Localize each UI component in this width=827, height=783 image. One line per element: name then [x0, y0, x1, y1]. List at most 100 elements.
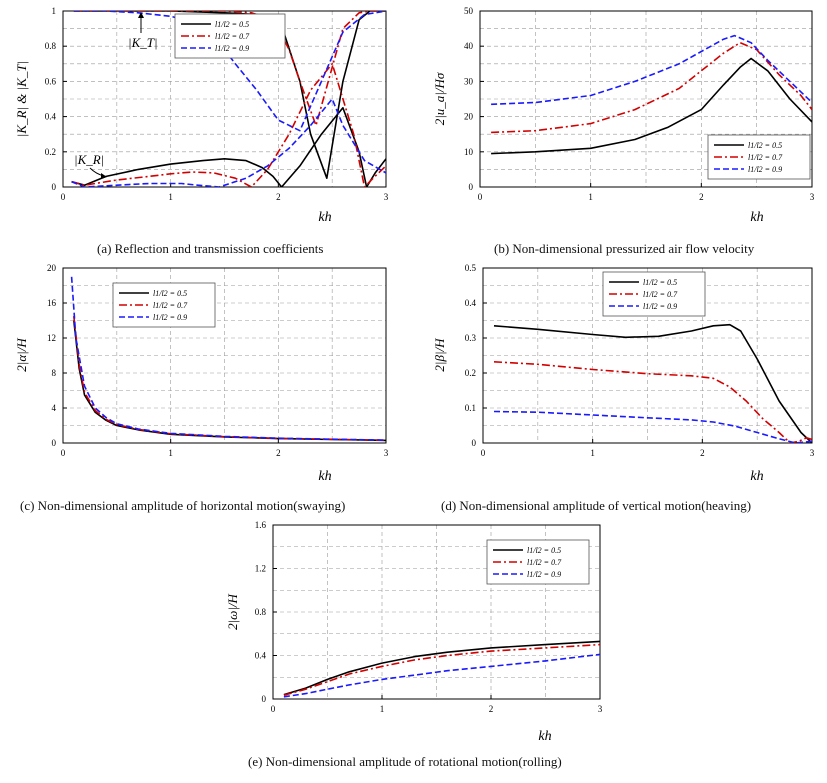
- y-tick-label: 16: [47, 298, 57, 308]
- x-tick-label: 1: [168, 448, 173, 458]
- series-line-a-5: [73, 11, 386, 132]
- x-tick-label: 0: [61, 448, 66, 458]
- y-axis-label-d: 2|β|/H: [432, 338, 447, 372]
- series-line-d-1: [493, 361, 812, 443]
- plot-frame-b: [479, 10, 813, 188]
- y-tick-label: 0: [52, 182, 57, 192]
- series-line-a-0: [71, 107, 386, 187]
- series-line-a-2: [71, 62, 386, 187]
- legend-label-b-1: l1/l2 = 0.7: [748, 153, 783, 162]
- series-line-b-0: [491, 57, 812, 155]
- x-tick-label: 0: [478, 192, 483, 202]
- y-tick-label: 0.4: [465, 298, 477, 308]
- legend-label-d-1: l1/l2 = 0.7: [643, 290, 678, 299]
- x-tick-label: 1: [168, 192, 173, 202]
- y-tick-label: 0.2: [465, 368, 476, 378]
- chart-e: 0 1 2 3 0 0.4 0.8 1.2 1.6 kh 2|ω|/H l1/l2 = 0.5 l1/l…: [225, 520, 603, 744]
- y-axis-label-b: 2|u_a|/Hσ: [432, 72, 447, 125]
- y-tick-label: 20: [47, 263, 57, 273]
- legend-label-a-0: l1/l2 = 0.5: [215, 20, 249, 29]
- y-tick-label: 20: [464, 112, 474, 122]
- series-line-b-2: [491, 34, 812, 106]
- x-tick-label: 1: [380, 704, 385, 714]
- y-tick-label: 0.1: [465, 403, 476, 413]
- legend-label-b-2: l1/l2 = 0.9: [748, 165, 782, 174]
- series-line-a-4: [71, 98, 386, 187]
- annotation-kt-arrowhead: [138, 12, 144, 18]
- legend-label-e-2: l1/l2 = 0.9: [527, 570, 561, 579]
- y-tick-label: 0.6: [45, 76, 57, 86]
- x-tick-label: 1: [588, 192, 593, 202]
- y-tick-label: 0: [469, 182, 474, 192]
- caption-b: (b) Non-dimensional pressurized air flow…: [494, 241, 755, 256]
- x-tick-label: 3: [384, 448, 389, 458]
- caption-e: (e) Non-dimensional amplitude of rotatio…: [248, 754, 562, 769]
- legend-label-d-2: l1/l2 = 0.9: [643, 302, 677, 311]
- series-line-e-1: [283, 643, 600, 696]
- x-tick-label: 0: [271, 704, 276, 714]
- legend-label-a-2: l1/l2 = 0.9: [215, 44, 249, 53]
- y-tick-label: 0.4: [45, 112, 57, 122]
- x-tick-label: 2: [276, 192, 281, 202]
- x-tick-label: 2: [699, 192, 704, 202]
- plot-frame-d: [482, 267, 813, 444]
- x-axis-label-e: kh: [538, 729, 551, 744]
- annotation-kt: |K_T|: [128, 35, 158, 50]
- series-line-c-2: [70, 276, 386, 441]
- x-tick-label: 1: [590, 448, 595, 458]
- series-line-e-0: [283, 640, 600, 696]
- x-tick-label: 0: [61, 192, 66, 202]
- legend-label-e-0: l1/l2 = 0.5: [527, 546, 561, 555]
- y-tick-label: 40: [464, 41, 474, 51]
- y-tick-label: 0.5: [465, 263, 477, 273]
- x-tick-label: 0: [481, 448, 486, 458]
- legend-label-e-1: l1/l2 = 0.7: [527, 558, 562, 567]
- legend-label-b-0: l1/l2 = 0.5: [748, 141, 782, 150]
- y-tick-label: 30: [464, 76, 474, 86]
- annotation-kr-arrowhead: [101, 173, 107, 179]
- annotation-kr: |K_R|: [74, 152, 104, 167]
- legend-label-c-0: l1/l2 = 0.5: [153, 289, 187, 298]
- y-tick-label: 1.6: [255, 520, 267, 530]
- x-axis-label-b: kh: [750, 210, 763, 225]
- y-tick-label: 0.8: [255, 607, 267, 617]
- legend-label-c-1: l1/l2 = 0.7: [153, 301, 188, 310]
- y-tick-label: 0: [472, 438, 477, 448]
- y-axis-label-c: 2|α|/H: [14, 338, 29, 372]
- x-tick-label: 3: [810, 448, 815, 458]
- x-tick-label: 3: [810, 192, 815, 202]
- y-tick-label: 1: [52, 6, 57, 16]
- caption-c: (c) Non-dimensional amplitude of horizon…: [20, 498, 346, 513]
- series-line-e-2: [283, 653, 600, 698]
- y-tick-label: 0.4: [255, 651, 267, 661]
- y-axis-label-a: |K_R| & |K_T|: [14, 61, 29, 137]
- series-line-c-1: [73, 316, 386, 441]
- series-line-d-2: [493, 410, 812, 443]
- x-tick-label: 2: [276, 448, 281, 458]
- series-line-d-0: [493, 323, 812, 443]
- y-tick-label: 12: [47, 333, 56, 343]
- x-tick-label: 2: [700, 448, 705, 458]
- y-tick-label: 0.2: [45, 147, 56, 157]
- caption-a: (a) Reflection and transmission coeffici…: [97, 241, 324, 256]
- y-tick-label: 10: [464, 147, 474, 157]
- y-tick-label: 1.2: [255, 564, 266, 574]
- chart-a: 0 1 2 3 0 0.2 0.4 0.6 0.8 1 kh |K_R| & |K_T| l1/l2 =…: [14, 6, 389, 225]
- y-tick-label: 0.3: [465, 333, 477, 343]
- y-tick-label: 0: [262, 694, 267, 704]
- chart-d: 0 1 2 3 0 0.1 0.2 0.3 0.4 0.5 kh 2|β|/H l1/l2 = 0.5 l…: [432, 263, 815, 484]
- caption-d: (d) Non-dimensional amplitude of vertica…: [441, 498, 752, 513]
- series-line-c-0: [73, 320, 386, 442]
- legend-box-c: [112, 282, 216, 328]
- plot-frame-c: [62, 267, 387, 444]
- legend-label-c-2: l1/l2 = 0.9: [153, 313, 187, 322]
- x-tick-label: 2: [489, 704, 494, 714]
- x-tick-label: 3: [598, 704, 603, 714]
- y-tick-label: 0.8: [45, 41, 57, 51]
- x-axis-label-d: kh: [750, 469, 763, 484]
- y-tick-label: 50: [464, 6, 474, 16]
- x-axis-label-a: kh: [318, 210, 331, 225]
- legend-label-a-1: l1/l2 = 0.7: [215, 32, 250, 41]
